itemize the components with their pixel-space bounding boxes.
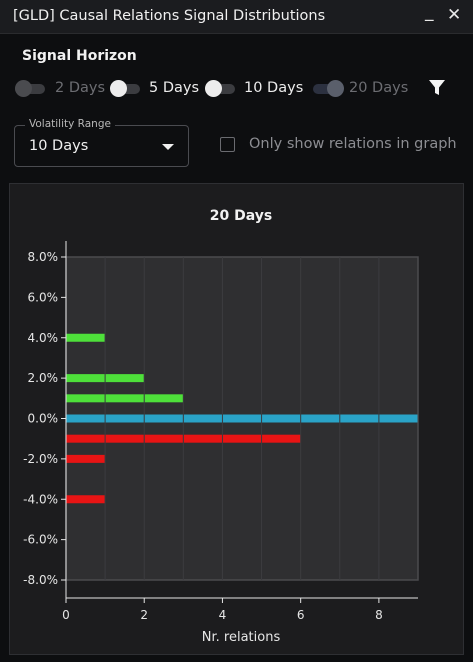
y-tick-label: -8.0% bbox=[23, 573, 58, 587]
y-tick-label: -2.0% bbox=[23, 452, 58, 466]
bar bbox=[262, 414, 301, 423]
bar bbox=[105, 414, 144, 423]
y-tick-label: 8.0% bbox=[28, 250, 59, 264]
window-title: [GLD] Causal Relations Signal Distributi… bbox=[13, 8, 326, 24]
bar bbox=[66, 454, 105, 463]
y-tick-label: 2.0% bbox=[28, 371, 59, 385]
bar bbox=[144, 414, 183, 423]
toggle-knob bbox=[327, 80, 344, 97]
volatility-range-select[interactable]: Volatility Range 10 Days bbox=[14, 118, 189, 167]
caret-down-icon bbox=[162, 144, 174, 150]
bar bbox=[105, 434, 144, 443]
bar bbox=[105, 394, 144, 403]
title-bar: [GLD] Causal Relations Signal Distributi… bbox=[0, 0, 473, 34]
toggle-knob bbox=[110, 80, 127, 97]
x-tick-label: 6 bbox=[297, 608, 305, 622]
x-tick-label: 0 bbox=[62, 608, 70, 622]
y-tick-label: -4.0% bbox=[23, 492, 58, 506]
toggle-knob bbox=[205, 80, 222, 97]
x-tick-label: 4 bbox=[219, 608, 227, 622]
y-tick-label: 0.0% bbox=[28, 412, 59, 426]
bar bbox=[222, 434, 262, 443]
toggle-label: 20 Days bbox=[349, 80, 409, 96]
bar bbox=[183, 434, 222, 443]
bar bbox=[183, 414, 222, 423]
filter-icon[interactable] bbox=[428, 79, 446, 101]
bar bbox=[66, 495, 105, 504]
bar bbox=[379, 414, 418, 423]
x-tick-label: 8 bbox=[375, 608, 383, 622]
bar bbox=[105, 374, 144, 383]
bar bbox=[66, 434, 105, 443]
chart-panel: 20 Days 8.0% 6.0% 4.0% 2.0% 0.0% -2.0% -4.0% -6.… bbox=[9, 183, 464, 655]
signal-distribution-chart: 20 Days 8.0% 6.0% 4.0% 2.0% 0.0% -2.0% -4.0% -6.… bbox=[23, 208, 419, 645]
x-axis-label: Nr. relations bbox=[202, 630, 281, 645]
toggle-label: 10 Days bbox=[244, 80, 304, 96]
bar bbox=[144, 434, 183, 443]
bar bbox=[66, 414, 105, 423]
toggle-label: 5 Days bbox=[149, 80, 200, 96]
bar bbox=[66, 333, 105, 342]
toggle-knob bbox=[15, 80, 32, 97]
y-tick-label: 4.0% bbox=[28, 331, 59, 345]
y-tick-label: 6.0% bbox=[28, 290, 59, 304]
bar bbox=[66, 394, 105, 403]
only-show-relations-label: Only show relations in graph bbox=[249, 136, 457, 152]
signal-horizon-label: Signal Horizon bbox=[22, 48, 137, 64]
bar bbox=[340, 414, 379, 423]
volatility-range-value: 10 Days bbox=[29, 138, 89, 154]
toggle-label: 2 Days bbox=[55, 80, 106, 96]
y-tick-label: -6.0% bbox=[23, 533, 58, 547]
x-tick-label: 2 bbox=[140, 608, 148, 622]
only-show-relations-checkbox[interactable] bbox=[220, 137, 235, 152]
bar bbox=[222, 414, 262, 423]
chart-title: 20 Days bbox=[210, 208, 272, 224]
bar bbox=[262, 434, 301, 443]
close-button[interactable]: ✕ bbox=[447, 5, 462, 25]
bar bbox=[66, 374, 105, 383]
bar bbox=[301, 414, 340, 423]
bar bbox=[144, 394, 183, 403]
volatility-range-legend: Volatility Range bbox=[25, 118, 115, 130]
minimize-button[interactable]: _ bbox=[425, 2, 434, 22]
